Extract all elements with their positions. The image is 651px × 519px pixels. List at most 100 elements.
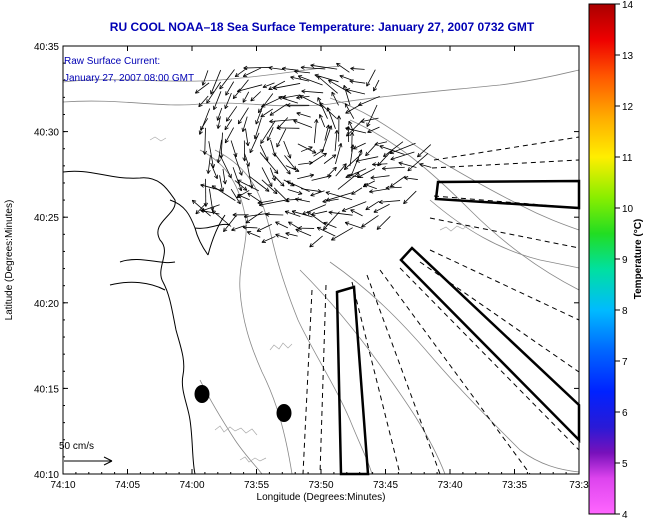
scale-label: 50 cm/s [59, 441, 94, 452]
current-vector [237, 179, 259, 192]
current-vector [328, 210, 353, 216]
current-vector [290, 75, 310, 82]
y-axis: 40:35 40:30 40:25 40:20 40:15 40:10 [34, 42, 579, 481]
current-vector [297, 143, 317, 154]
x-tick-label: 74:05 [115, 480, 140, 491]
current-vector [212, 91, 222, 111]
current-vector [298, 160, 313, 166]
current-vector [273, 175, 285, 187]
current-vector [231, 225, 245, 232]
y-axis-label: Latitude (Degrees:Minutes) [4, 200, 15, 321]
current-vector [232, 167, 243, 192]
current-vector [339, 74, 354, 81]
current-vector [398, 161, 417, 168]
current-vector [373, 203, 390, 213]
current-vector [273, 83, 301, 90]
radar-radial [302, 289, 313, 475]
contour-noise [149, 136, 475, 463]
current-vector [417, 144, 432, 158]
current-vector [349, 79, 366, 84]
current-vector [286, 180, 310, 193]
current-vector [276, 128, 287, 148]
current-vector [347, 173, 364, 178]
x-tick-label: 74:00 [179, 480, 204, 491]
current-vector [283, 140, 292, 159]
current-vector [360, 117, 379, 124]
current-vector [230, 140, 238, 158]
current-vector [265, 212, 284, 217]
current-vector [219, 155, 232, 179]
current-vector [269, 118, 297, 124]
current-vector [201, 70, 209, 86]
current-vector [250, 91, 262, 102]
current-vector [261, 236, 276, 243]
current-vector [370, 175, 390, 180]
current-vector [268, 80, 286, 90]
current-vector [372, 162, 388, 167]
y-tick-label: 40:15 [34, 384, 59, 395]
current-vector [309, 235, 323, 248]
x-axis: 74:10 74:05 74:00 73:55 73:50 73:45 73:40 73:35… [50, 46, 589, 491]
radar-radial [366, 274, 441, 475]
isobaths [63, 65, 579, 474]
x-tick-label: 73:40 [437, 480, 462, 491]
y-tick-label: 40:10 [34, 470, 59, 481]
current-vector [325, 191, 353, 201]
current-vector [249, 132, 260, 154]
box-diagonal [399, 246, 581, 444]
current-vector [348, 120, 355, 133]
colorbar-tick-label: 8 [622, 306, 628, 317]
x-tick-label: 73:35 [502, 480, 527, 491]
current-vector [321, 125, 333, 153]
current-vector [259, 144, 269, 161]
current-vector [216, 116, 221, 129]
current-vector [287, 189, 303, 195]
current-vector [322, 211, 340, 231]
current-vector [301, 89, 324, 94]
current-vector [297, 173, 314, 180]
current-vector [367, 126, 380, 133]
current-vector [346, 126, 351, 142]
current-vector [296, 111, 311, 118]
current-vector [300, 65, 326, 70]
current-vector [246, 231, 261, 238]
current-vector [293, 119, 313, 128]
x-tick-label: 74:10 [50, 480, 75, 491]
current-vector [309, 152, 327, 165]
current-vector [345, 103, 362, 114]
current-vector [294, 197, 310, 203]
current-vector [256, 223, 272, 232]
current-vector [324, 124, 330, 141]
colorbar-tick-label: 9 [622, 255, 628, 266]
radar-radial [433, 136, 580, 161]
coastline [63, 170, 196, 474]
current-vector [341, 201, 367, 212]
radar-radial [351, 281, 401, 475]
colorbar-tick-label: 5 [622, 459, 628, 470]
current-vector [232, 212, 249, 218]
annotation-line-1: Raw Surface Current: [64, 56, 160, 67]
current-vector [225, 81, 235, 96]
current-vector [224, 92, 232, 109]
current-vector [344, 103, 355, 119]
current-vector [202, 127, 207, 155]
current-vector [234, 154, 243, 176]
x-tick-label: 73:55 [244, 480, 269, 491]
current-vector [369, 188, 389, 194]
current-vector [365, 143, 378, 157]
current-vector [404, 176, 418, 181]
current-vector [203, 178, 208, 207]
radar-radial [379, 269, 531, 475]
bay-shore [109, 258, 176, 291]
current-vector [275, 221, 289, 229]
current-vector [222, 168, 227, 185]
current-vector [288, 221, 300, 229]
current-vector [210, 162, 219, 180]
annotation-line-2: January 27, 2007 08:00 GMT [64, 73, 194, 84]
current-vector [351, 149, 363, 176]
colorbar-label: Temperature (°C) [633, 219, 644, 300]
current-vector [295, 228, 312, 237]
current-vector [350, 209, 363, 217]
current-vector [385, 185, 402, 191]
